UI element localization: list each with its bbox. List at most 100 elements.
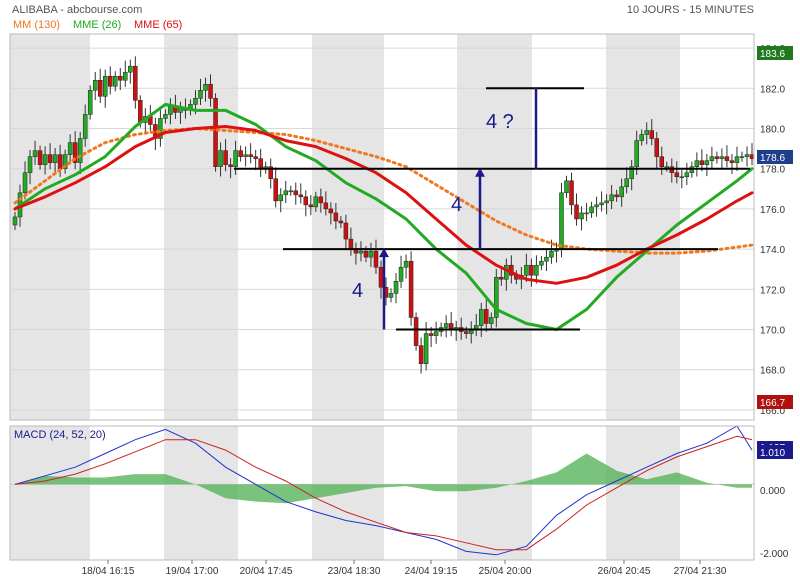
- candle: [268, 158, 273, 189]
- day-band: [606, 426, 680, 560]
- mme65-line: [13, 125, 754, 285]
- candle-body: [228, 164, 233, 167]
- candle-body: [128, 65, 133, 73]
- macd-line: [14, 425, 753, 556]
- candle: [67, 134, 73, 165]
- svg-text:1.010: 1.010: [760, 448, 785, 459]
- candle: [734, 146, 740, 171]
- macd-value-tag: 1.010: [757, 445, 793, 459]
- candle: [158, 108, 163, 147]
- candle-body: [233, 150, 238, 167]
- candle: [82, 104, 88, 147]
- candle: [288, 185, 293, 196]
- candle-body: [749, 154, 755, 159]
- candle-body: [47, 154, 53, 163]
- candle-body: [574, 204, 579, 220]
- candle: [338, 215, 344, 229]
- candle: [639, 129, 644, 146]
- candle: [133, 56, 138, 109]
- day-band: [10, 34, 90, 420]
- candle-body: [393, 281, 399, 294]
- candle: [198, 78, 203, 105]
- candle-body: [619, 186, 624, 198]
- candle-body: [208, 84, 213, 99]
- candle: [87, 85, 93, 120]
- candle-body: [584, 212, 589, 215]
- candle: [624, 167, 629, 194]
- candle-body: [549, 250, 554, 258]
- x-tick-label: 25/04 20:00: [479, 566, 532, 577]
- candle: [619, 178, 624, 207]
- candle-body: [589, 206, 594, 214]
- candle: [609, 184, 614, 210]
- candle: [744, 146, 750, 167]
- candle: [393, 273, 399, 304]
- candle: [118, 67, 123, 91]
- candle-body: [118, 75, 123, 81]
- time-axis: 18/04 16:15 19/04 17:00 20/04 17:45 23/04 1…: [82, 560, 727, 577]
- candle: [599, 191, 604, 212]
- candle: [318, 188, 324, 213]
- price-tick: 170.0: [760, 326, 785, 337]
- price-tag-high: 183.6: [757, 46, 793, 60]
- candle: [213, 93, 218, 172]
- price-tick: 166.0: [760, 406, 785, 417]
- candle-body: [609, 194, 614, 202]
- candle-body: [734, 156, 740, 163]
- candle: [433, 321, 439, 344]
- svg-text:166.7: 166.7: [760, 398, 785, 409]
- candle-body: [398, 266, 404, 282]
- x-tick-label: 23/04 18:30: [328, 566, 381, 577]
- candle: [313, 191, 319, 212]
- candle: [22, 161, 28, 200]
- candle: [27, 150, 33, 185]
- candle-body: [499, 277, 504, 280]
- candle: [674, 161, 680, 184]
- candle: [358, 241, 364, 262]
- candle: [72, 131, 78, 170]
- candle: [749, 143, 755, 166]
- candle: [729, 154, 735, 175]
- candle-body: [684, 172, 690, 177]
- candle: [203, 77, 208, 102]
- label-first-move: 4: [352, 280, 363, 302]
- candle-body: [168, 106, 173, 115]
- candle-body: [303, 196, 309, 206]
- candle-body: [433, 331, 439, 336]
- candle-body: [198, 90, 203, 99]
- candle-body: [72, 142, 78, 163]
- candle-body: [258, 158, 263, 169]
- candle: [258, 148, 263, 177]
- day-band: [457, 34, 532, 420]
- price-tick: 178.0: [760, 165, 785, 176]
- candle-body: [629, 166, 634, 179]
- candle-body: [218, 150, 223, 167]
- candle-body: [699, 160, 705, 165]
- x-tick-label: 27/04 21:30: [674, 566, 727, 577]
- candle-body: [679, 176, 685, 178]
- candle: [564, 175, 569, 198]
- candle-body: [328, 208, 334, 214]
- candle: [77, 131, 83, 175]
- candle: [37, 145, 43, 170]
- candle: [12, 211, 18, 231]
- candle-body: [108, 75, 113, 87]
- candle: [443, 315, 449, 338]
- macd-tick-neg2: -2.000: [760, 549, 789, 560]
- candle: [123, 60, 128, 87]
- candle-body: [368, 250, 374, 258]
- x-tick-label: 26/04 20:45: [598, 566, 651, 577]
- candle-body: [504, 264, 509, 280]
- price-tick: 168.0: [760, 366, 785, 377]
- candle-body: [674, 172, 680, 177]
- price-panel-background: [10, 34, 680, 420]
- candle: [62, 149, 68, 174]
- candle-body: [102, 75, 108, 97]
- candle: [373, 239, 379, 274]
- candle: [489, 312, 494, 329]
- candle-body: [158, 118, 163, 139]
- candle: [223, 139, 228, 172]
- arrow-head: [379, 248, 389, 258]
- candle-body: [12, 216, 18, 226]
